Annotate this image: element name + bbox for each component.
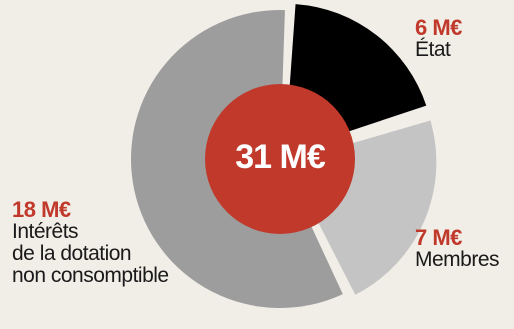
slice-name-etat: État [415, 38, 451, 62]
slice-label-membres: 7 M€ Membres [415, 225, 500, 272]
center-total-label: 31 M€ [235, 138, 326, 176]
slice-name-interets-line-3: non consomptible [12, 264, 169, 288]
slice-value-interets: 18 M€ [12, 197, 71, 222]
slice-name-interets-line-2: de la dotation [12, 242, 132, 266]
slice-name-membres: Membres [415, 248, 500, 272]
slice-label-etat: 6 M€ État [415, 16, 462, 61]
slice-value-membres: 7 M€ [415, 225, 462, 250]
center-circle [205, 84, 355, 234]
slice-value-etat: 6 M€ [415, 15, 462, 40]
slice-label-interets: 18 M€ Intérêts de la dotation non consom… [12, 198, 169, 287]
slice-name-interets-line-1: Intérêts [12, 220, 79, 244]
